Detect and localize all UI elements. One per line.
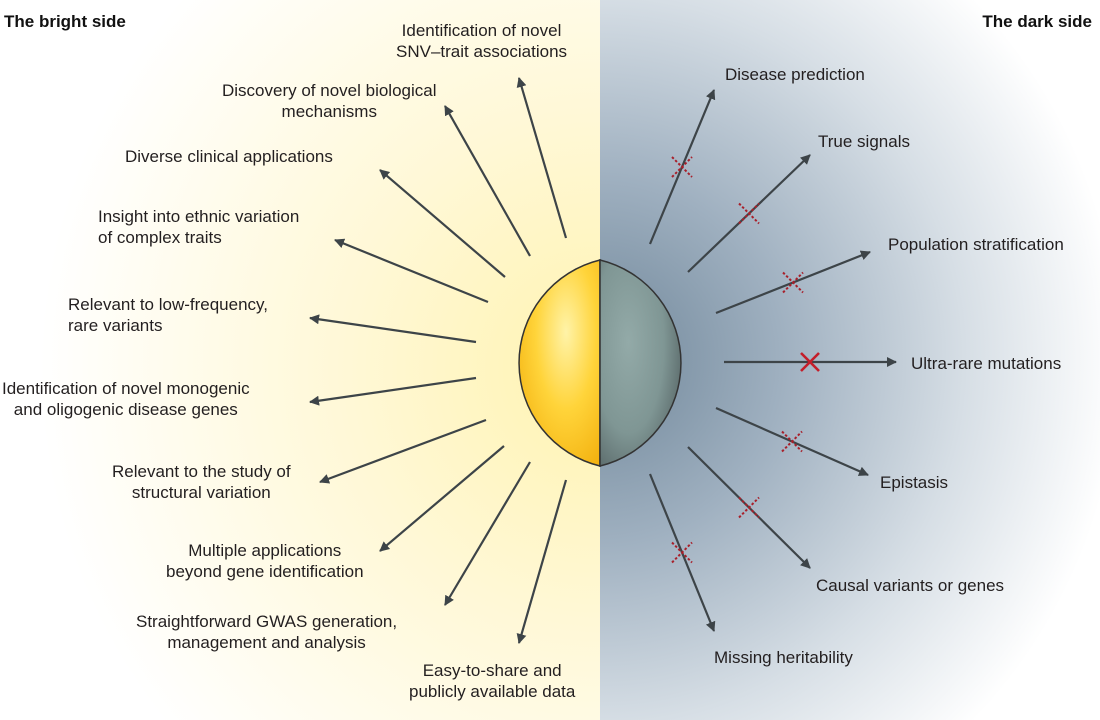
bright-label-gwas-generation: Straightforward GWAS generation, managem…	[136, 612, 398, 652]
bright-arrow-5	[309, 314, 477, 344]
dark-half	[599, 259, 682, 467]
dark-label-causal-variants: Causal variants or genes	[816, 576, 1005, 595]
bright-label-ethnic-variation: Insight into ethnic variation of complex…	[98, 207, 300, 247]
dark-label-epistasis: Epistasis	[880, 473, 949, 492]
x-icon	[800, 352, 820, 372]
bright-side-background	[0, 0, 600, 720]
bright-arrow-7	[319, 418, 487, 484]
cross-stroke	[671, 156, 693, 178]
cross-stroke	[671, 541, 693, 564]
dashed-x-icon	[671, 156, 693, 178]
bright-label-rare-variants: Relevant to low-frequency, rare variants	[68, 295, 269, 335]
cross-stroke	[782, 271, 804, 294]
dark-label-ultra-rare-mutations: Ultra-rare mutations	[911, 354, 1062, 373]
bright-arrow-9	[444, 461, 531, 606]
cross-stroke	[738, 496, 760, 519]
dark-label-true-signals: True signals	[818, 132, 910, 151]
bright-label-biological-mechanisms: Discovery of novel biological mechanisms	[222, 81, 437, 121]
bright-label-structural-variation: Relevant to the study of structural vari…	[112, 462, 291, 502]
cross-stroke	[738, 202, 760, 225]
bright-arrow-10	[516, 479, 568, 644]
bright-label-monogenic-genes: Identification of novel monogenic and ol…	[2, 379, 250, 419]
bright-side-title: The bright side	[4, 12, 126, 31]
crosses-group	[671, 156, 820, 564]
cross-stroke	[781, 430, 803, 453]
bright-label-multiple-applications: Multiple applications beyond gene identi…	[166, 541, 364, 581]
dark-label-disease-prediction: Disease prediction	[725, 65, 865, 84]
dashed-x-icon	[738, 202, 760, 225]
dark-label-missing-heritability: Missing heritability	[714, 648, 853, 667]
bright-arrow-2	[444, 105, 531, 257]
bright-label-clinical-applications: Diverse clinical applications	[125, 147, 333, 166]
dark-side-title: The dark side	[982, 12, 1092, 31]
dark-label-population-stratification: Population stratification	[888, 235, 1064, 254]
bright-arrow-3	[379, 169, 506, 278]
dark-side-background	[600, 0, 1100, 720]
dashed-x-icon	[782, 271, 804, 294]
bright-arrow-1	[516, 77, 568, 239]
bright-arrow-4	[334, 238, 489, 304]
dashed-x-icon	[781, 430, 803, 453]
dashed-x-icon	[738, 496, 760, 519]
bright-arrow-6	[309, 376, 477, 406]
sun-half	[518, 259, 601, 467]
cross-stroke	[800, 352, 820, 372]
bright-label-snv-trait: Identification of novel SNV–trait associ…	[396, 21, 568, 61]
bright-arrow-8	[379, 445, 505, 552]
dashed-x-icon	[671, 541, 693, 564]
bright-label-shareable-data: Easy-to-share and publicly available dat…	[409, 661, 576, 701]
